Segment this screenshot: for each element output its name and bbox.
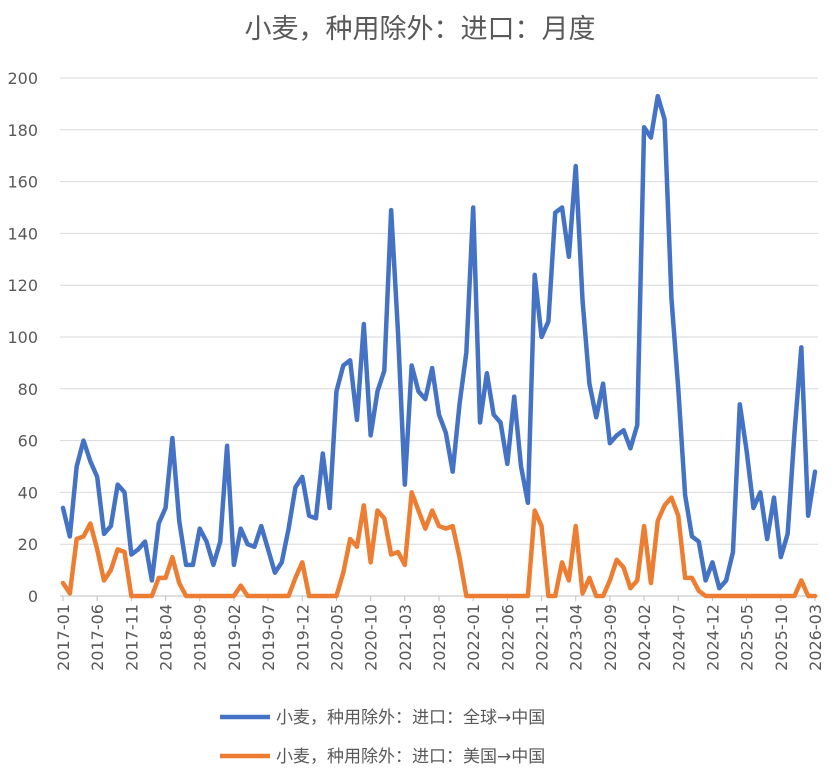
y-tick-label: 120	[7, 276, 38, 295]
x-axis: 2017-01 2017-06 2017-11 2018-04 2018-09 2019-…	[54, 596, 825, 671]
series-line-1	[60, 93, 818, 591]
y-tick-label: 100	[7, 328, 38, 347]
x-tick-label: 2025-05	[738, 604, 757, 671]
x-tick-label: 2017-06	[88, 604, 107, 671]
series-layer	[60, 93, 818, 599]
x-tick-label: 2018-09	[191, 604, 210, 671]
x-tick-label: 2025-10	[772, 604, 791, 671]
x-tick-label: 2024-12	[703, 604, 722, 671]
y-tick-label: 40	[18, 483, 38, 502]
x-tick-label: 2017-01	[54, 604, 73, 671]
legend-label: 小麦，种用除外：进口：美国→中国	[276, 747, 545, 767]
x-tick-label: 2023-09	[601, 604, 620, 671]
x-tick-label: 2020-10	[362, 604, 381, 671]
y-tick-label: 140	[7, 224, 38, 243]
x-tick-label: 2023-04	[567, 604, 586, 671]
y-tick-label: 60	[18, 432, 38, 451]
x-tick-label: 2020-05	[327, 604, 346, 671]
x-tick-label: 2024-07	[669, 604, 688, 671]
x-tick-label: 2019-07	[259, 604, 278, 671]
x-tick-label: 2019-12	[293, 604, 312, 671]
y-axis: 0 20 40 60 80 100 120 140 160 180 200	[7, 69, 38, 606]
y-tick-label: 80	[18, 380, 38, 399]
x-tick-label: 2022-06	[498, 604, 517, 671]
series-line-2	[60, 490, 818, 599]
x-tick-label: 2024-02	[635, 604, 654, 671]
x-tick-label: 2022-01	[464, 604, 483, 671]
x-tick-label: 2022-11	[533, 604, 552, 671]
x-tick-label: 2026-03	[806, 604, 825, 671]
gridlines	[60, 77, 818, 597]
legend-label: 小麦，种用除外：进口：全球→中国	[276, 708, 545, 728]
y-tick-label: 180	[7, 121, 38, 140]
y-tick-label: 20	[18, 535, 38, 554]
y-tick-label: 0	[28, 587, 38, 606]
x-tick-label: 2017-11	[122, 604, 141, 671]
y-tick-label: 200	[7, 69, 38, 88]
x-tick-label: 2021-08	[430, 604, 449, 671]
chart-title: 小麦，种用除外：进口：月度	[245, 14, 596, 45]
x-tick-label: 2019-02	[225, 604, 244, 671]
x-tick-label: 2021-03	[396, 604, 415, 671]
x-tick-label: 2018-04	[157, 604, 176, 671]
y-tick-label: 160	[7, 173, 38, 192]
